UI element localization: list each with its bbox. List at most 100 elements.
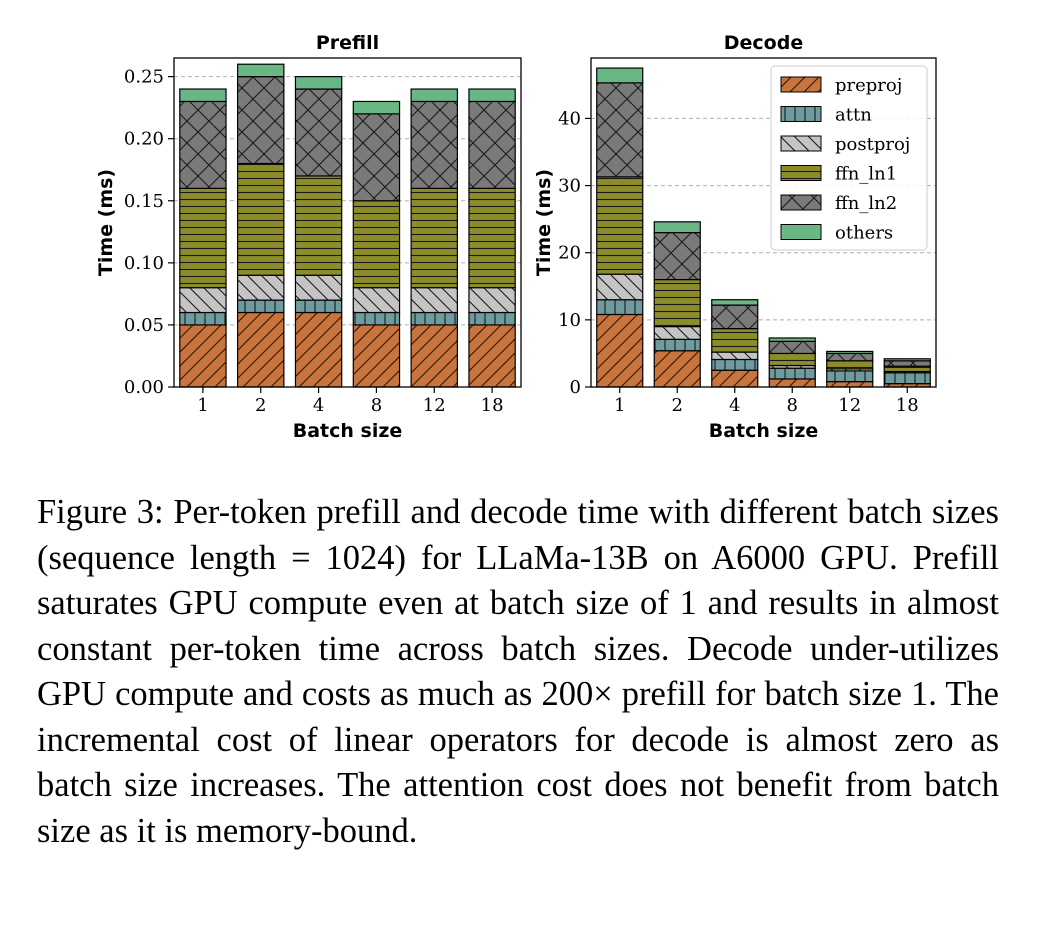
bar-ffn_ln1-batch-12 [410, 187, 458, 289]
y-tick-label: 30 [558, 176, 581, 197]
legend-label-others: others [835, 223, 893, 244]
x-tick-label: 1 [197, 395, 208, 416]
y-tick-label: 0.10 [124, 253, 164, 274]
bar-ffn_ln1-batch-12 [826, 360, 874, 370]
x-tick-label: 8 [787, 395, 798, 416]
bar-ffn_ln1-batch-18 [883, 365, 931, 373]
bar-attn-batch-12 [410, 311, 458, 326]
bar-postproj-batch-2 [237, 274, 285, 301]
x-tick-label: 1 [614, 395, 625, 416]
bar-attn-batch-4 [711, 358, 759, 371]
legend-label-attn: attn [835, 105, 872, 126]
bar-attn-batch-1 [179, 311, 227, 326]
bar-attn-batch-1 [596, 299, 644, 316]
bar-postproj-batch-4 [294, 274, 343, 301]
bar-preproj-batch-8 [352, 324, 401, 388]
bar-preproj-batch-4 [294, 311, 343, 388]
bar-ffn_ln2-batch-1 [596, 82, 644, 178]
bar-preproj-batch-12 [410, 324, 458, 388]
bar-ffn_ln1-batch-18 [468, 187, 516, 289]
bar-preproj-batch-2 [237, 311, 285, 388]
bar-others-batch-8 [352, 100, 401, 115]
bar-preproj-batch-18 [468, 324, 516, 388]
bar-ffn_ln1-batch-2 [653, 278, 701, 328]
bar-postproj-batch-1 [179, 287, 227, 314]
y-tick-label: 0.05 [124, 315, 164, 336]
bar-postproj-batch-4 [711, 351, 759, 361]
bar-ffn_ln1-batch-4 [711, 327, 759, 353]
bar-ffn_ln1-batch-2 [237, 162, 285, 276]
x-tick-label: 8 [371, 395, 382, 416]
y-tick-label: 0.15 [124, 191, 164, 212]
axes-frame [590, 57, 937, 388]
bar-ffn_ln2-batch-18 [468, 100, 516, 189]
bar-attn-batch-2 [653, 338, 701, 352]
y-tick-label: 0.20 [124, 129, 164, 150]
x-tick-label: 2 [255, 395, 266, 416]
bar-postproj-batch-18 [468, 287, 516, 314]
bar-attn-batch-18 [883, 372, 931, 385]
bar-ffn_ln2-batch-4 [711, 304, 759, 330]
x-tick-label: 12 [838, 395, 861, 416]
chart-title: Decode [724, 32, 803, 54]
bar-others-batch-1 [179, 88, 227, 103]
bar-postproj-batch-8 [352, 287, 401, 314]
bar-ffn_ln2-batch-8 [768, 340, 816, 355]
bar-others-batch-8 [768, 337, 816, 342]
legend-label-preproj: preproj [835, 75, 902, 96]
legend-swatch-preproj [780, 76, 822, 93]
bar-others-batch-4 [294, 76, 343, 90]
bar-ffn_ln2-batch-18 [883, 360, 931, 367]
legend-swatch-ffn_ln2 [780, 194, 822, 211]
y-tick-label: 0 [570, 377, 581, 398]
legend-label-postproj: postproj [835, 134, 910, 155]
bar-preproj-batch-12 [826, 381, 874, 388]
y-axis-label: Time (ms) [533, 169, 555, 276]
bar-attn-batch-18 [468, 311, 516, 326]
bar-preproj-batch-4 [711, 369, 759, 388]
bar-others-batch-18 [468, 88, 516, 103]
bar-attn-batch-12 [826, 370, 874, 383]
x-tick-label: 12 [423, 395, 446, 416]
bar-others-batch-12 [826, 350, 874, 355]
legend-label-ffn_ln2: ffn_ln2 [835, 193, 897, 214]
bar-attn-batch-2 [237, 299, 285, 314]
bar-ffn_ln1-batch-1 [596, 176, 644, 275]
bar-others-batch-2 [653, 221, 701, 234]
legend-label-ffn_ln1: ffn_ln1 [835, 164, 897, 185]
y-tick-label: 0.25 [124, 67, 164, 88]
x-tick-label: 18 [481, 395, 504, 416]
y-tick-label: 0.00 [124, 377, 164, 398]
bar-attn-batch-8 [352, 311, 401, 326]
axes-frame [173, 57, 522, 388]
bar-ffn_ln2-batch-12 [410, 100, 458, 189]
x-axis-label: Batch size [293, 420, 403, 442]
x-tick-label: 18 [896, 395, 919, 416]
x-tick-label: 4 [313, 395, 324, 416]
bar-others-batch-12 [410, 88, 458, 103]
bar-attn-batch-8 [768, 367, 816, 380]
bar-ffn_ln2-batch-2 [237, 76, 285, 165]
bar-ffn_ln2-batch-1 [179, 100, 227, 189]
bar-postproj-batch-1 [596, 273, 644, 301]
legend-swatch-ffn_ln1 [780, 165, 822, 181]
bar-others-batch-4 [711, 299, 759, 306]
legend-swatch-postproj [780, 135, 822, 152]
figure-area: 0.00 0.05 0.10 0.15 0.20 0.25 1 2 4 8 12 18 Prefill B… [0, 0, 1048, 460]
x-tick-label: 2 [672, 395, 683, 416]
y-tick-label: 10 [558, 310, 581, 331]
x-axis-label: Batch size [709, 420, 819, 442]
bar-preproj-batch-8 [768, 378, 816, 388]
y-tick-label: 20 [558, 243, 581, 264]
y-tick-label: 40 [558, 108, 581, 129]
figure-caption: Figure 3: Per-token prefill and decode t… [37, 493, 999, 850]
bar-preproj-batch-1 [596, 313, 644, 388]
bar-ffn_ln1-batch-8 [768, 352, 816, 367]
stacked-bar-charts: 0.000.050.100.150.200.251 2 4 8 12 18PrefillB… [95, 32, 937, 442]
bar-postproj-batch-2 [653, 325, 701, 340]
bar-others-batch-1 [596, 67, 644, 84]
bar-ffn_ln2-batch-12 [826, 352, 874, 362]
bar-others-batch-2 [237, 63, 285, 78]
bar-ffn_ln1-batch-1 [179, 187, 227, 289]
